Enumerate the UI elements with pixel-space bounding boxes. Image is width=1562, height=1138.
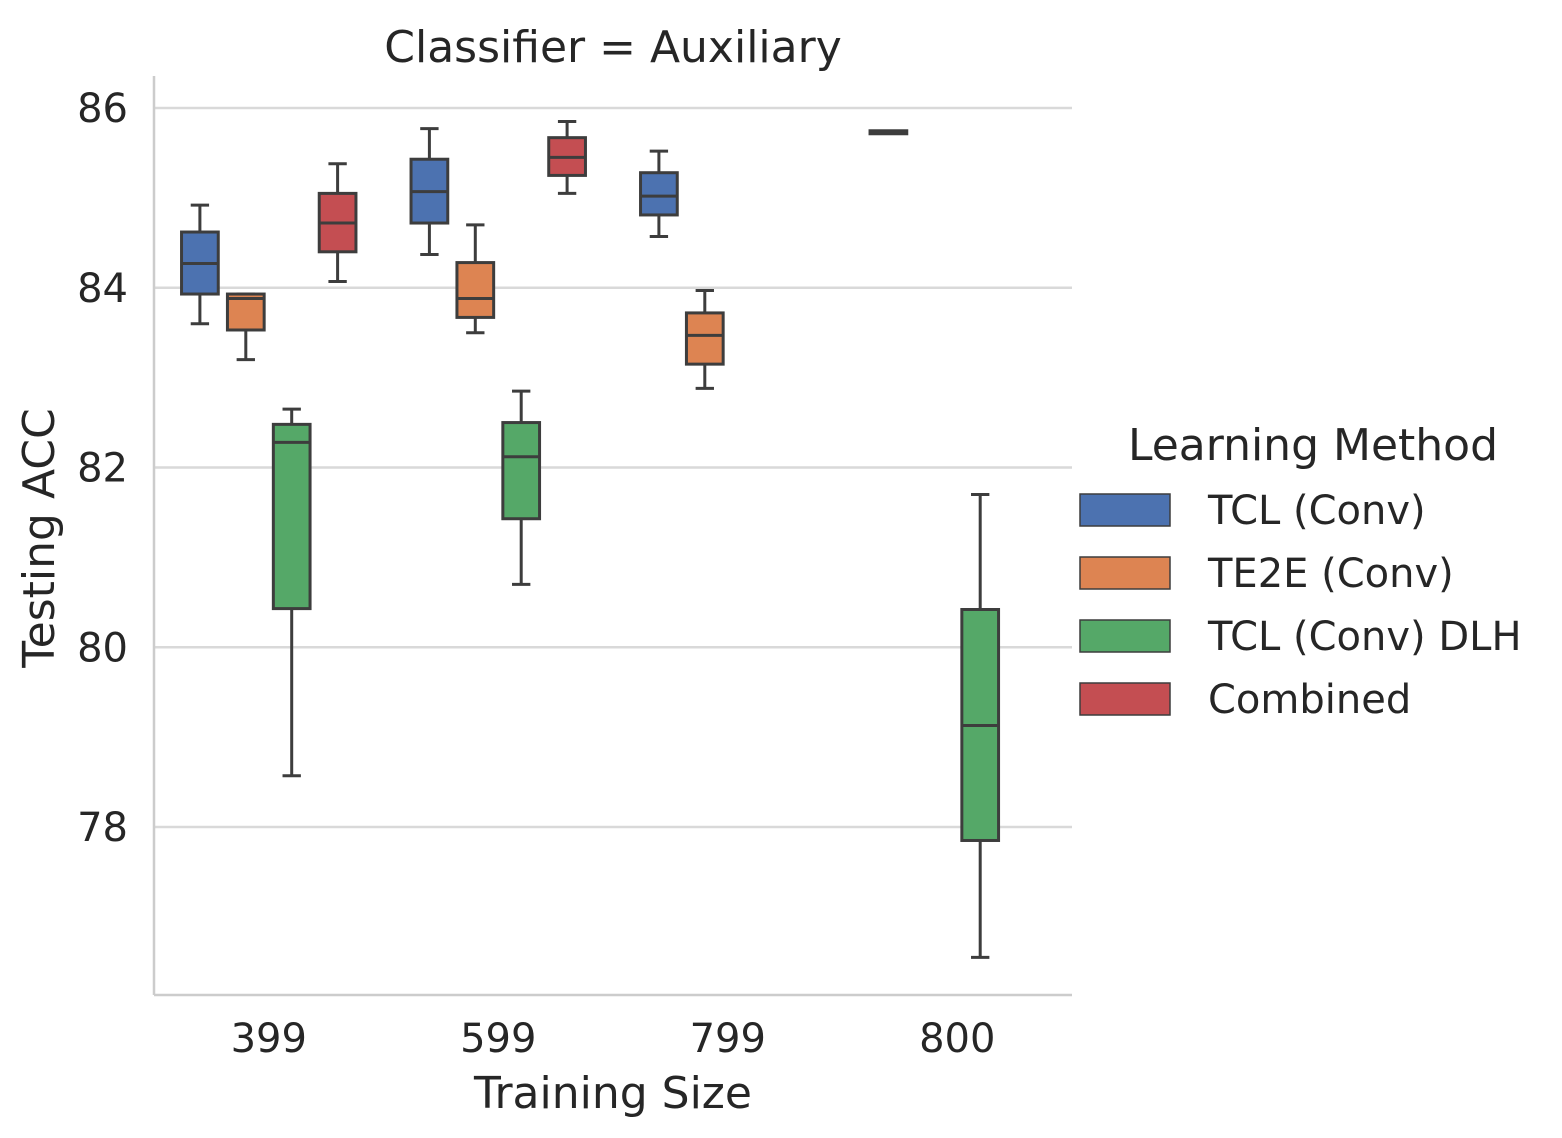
legend-swatch <box>1079 682 1171 716</box>
box-combined-399 <box>317 162 358 283</box>
x-tick-label: 799 <box>690 1016 766 1062</box>
box-tcl-conv--799 <box>639 149 679 239</box>
box-tcl-conv-dlh-599 <box>501 389 542 586</box>
legend-swatch <box>1079 619 1171 653</box>
x-tick-label: 399 <box>231 1016 307 1062</box>
legend-label: Combined <box>1208 677 1411 723</box>
box-te2e-conv--799 <box>684 288 725 390</box>
y-tick-labels: 78 80 82 84 86 <box>77 86 128 851</box>
box-combined-599 <box>547 119 587 195</box>
box-te2e-conv--599 <box>455 223 496 335</box>
chart-title: Classifier = Auxiliary <box>384 22 842 73</box>
box-body <box>639 171 679 217</box>
y-tick-label: 78 <box>77 805 128 851</box>
box-tcl-conv--399 <box>180 203 220 326</box>
legend-item: TCL (Conv) <box>1079 488 1426 534</box>
box-tcl-conv--599 <box>409 127 450 256</box>
legend-label: TE2E (Conv) <box>1207 551 1454 597</box>
legend-label: TCL (Conv) <box>1207 488 1426 534</box>
box-body <box>455 261 496 319</box>
legend: Learning Method TCL (Conv) TE2E (Conv) TCL… <box>1079 420 1522 723</box>
box-tcl-conv--800 <box>868 129 909 136</box>
legend-label: TCL (Conv) DLH <box>1207 614 1522 660</box>
box-tcl-conv-dlh-399 <box>271 407 312 778</box>
legend-swatch <box>1079 493 1171 527</box>
legend-swatch <box>1079 556 1171 590</box>
y-tick-label: 84 <box>77 266 128 312</box>
axes <box>152 76 1072 997</box>
y-tick-label: 86 <box>77 86 128 132</box>
box-tcl-conv-dlh-800 <box>960 492 1001 959</box>
x-tick-label: 800 <box>919 1016 995 1062</box>
box-plots <box>180 119 1001 959</box>
x-tick-label: 599 <box>460 1016 536 1062</box>
legend-item: TE2E (Conv) <box>1079 551 1454 597</box>
box-te2e-conv--399 <box>225 292 266 362</box>
y-tick-label: 82 <box>77 446 128 492</box>
box-body <box>501 421 542 521</box>
legend-item: TCL (Conv) DLH <box>1079 614 1522 660</box>
y-axis-label: Testing ACC <box>14 408 65 668</box>
box-body <box>684 311 725 366</box>
x-tick-labels: 399 599 799 800 <box>231 1016 996 1062</box>
box-body <box>271 422 312 611</box>
legend-item: Combined <box>1079 677 1411 723</box>
y-tick-label: 80 <box>77 625 128 671</box>
x-axis-label: Training Size <box>473 1068 752 1119</box>
legend-title: Learning Method <box>1128 420 1498 471</box>
